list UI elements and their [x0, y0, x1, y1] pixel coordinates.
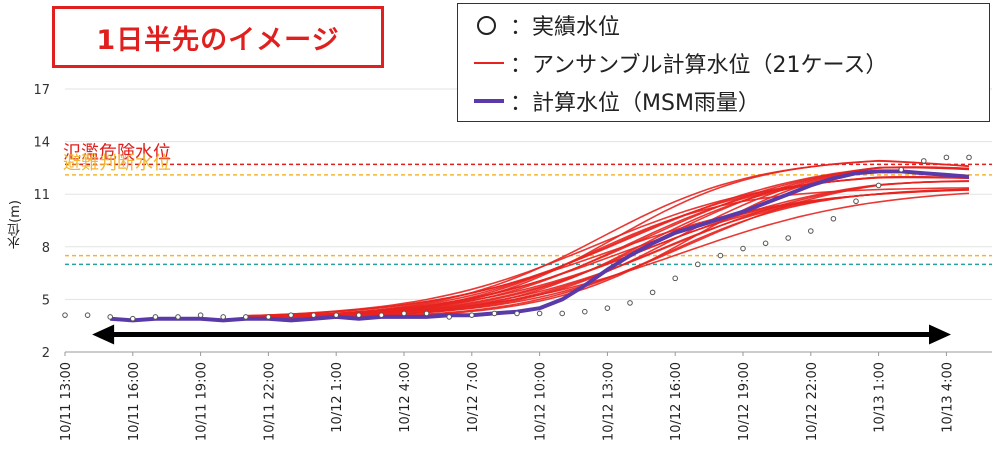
- x-tick-label: 10/11 16:00: [127, 362, 142, 441]
- x-tick-label: 10/11 22:00: [262, 362, 277, 441]
- observed-point: [446, 314, 453, 320]
- legend-msm: ：計算水位（MSM雨量）: [472, 86, 760, 116]
- observed-point: [265, 314, 272, 320]
- x-tick-label: 10/12 13:00: [601, 362, 616, 441]
- observed-point: [84, 312, 91, 318]
- x-tick-label: 10/12 22:00: [805, 362, 820, 441]
- observed-point: [582, 308, 588, 315]
- observed-point: [808, 228, 814, 234]
- ensemble-line: [245, 180, 970, 318]
- observed-point: [333, 312, 340, 318]
- x-tick-label: 10/12 16:00: [669, 362, 684, 441]
- legend-ensemble-label: ：アンサンブル計算水位（21ケース）: [510, 53, 888, 78]
- observed-point: [717, 252, 724, 259]
- observed-point: [672, 275, 679, 282]
- msm-line-icon: [472, 89, 506, 113]
- msm-line: [110, 169, 970, 323]
- y-tick-label: 14: [33, 136, 50, 151]
- observed-point: [130, 315, 136, 322]
- x-tick-label: 10/13 4:00: [940, 362, 955, 433]
- observed-point: [853, 198, 859, 205]
- observed-point: [921, 158, 927, 164]
- y-tick-label: 8: [42, 241, 50, 256]
- observed-point: [310, 312, 317, 318]
- observed-point: [356, 312, 362, 318]
- observed-point: [695, 261, 701, 268]
- ensemble-line: [245, 180, 970, 319]
- observed-point: [152, 314, 159, 320]
- observed-point: [898, 166, 905, 173]
- observed-marker-icon: [472, 13, 506, 37]
- observed-point: [220, 314, 226, 320]
- observed-point: [423, 310, 430, 317]
- legend: ：実績水位 ：アンサンブル計算水位（21ケース） ：計算水位（MSM雨量）: [457, 3, 990, 122]
- legend-ensemble: ：アンサンブル計算水位（21ケース）: [472, 48, 887, 78]
- ensemble-line: [245, 189, 970, 317]
- y-tick-label: 11: [33, 188, 50, 203]
- observed-point: [943, 154, 950, 161]
- observed-point: [830, 215, 837, 222]
- y-tick-label: 2: [42, 346, 50, 361]
- threshold-label: 避難判断水位: [63, 153, 171, 174]
- y-tick-label: 5: [42, 293, 50, 308]
- x-tick-label: 10/12 7:00: [466, 362, 481, 433]
- observed-point: [288, 312, 294, 318]
- x-tick-label: 10/11 13:00: [59, 362, 74, 441]
- observed-point: [197, 312, 204, 318]
- x-tick-label: 10/11 19:00: [195, 362, 210, 441]
- observed-point: [762, 240, 769, 247]
- x-tick-label: 10/13 1:00: [873, 362, 888, 433]
- legend-observed: ：実績水位: [472, 10, 620, 40]
- legend-msm-label: ：計算水位（MSM雨量）: [510, 91, 760, 116]
- observed-point: [604, 305, 611, 311]
- y-axis-label: 水位(m): [8, 200, 23, 249]
- ensemble-line: [245, 180, 970, 319]
- arrow-head-left: [92, 324, 115, 345]
- ensemble-line-icon: [472, 51, 506, 75]
- observed-point: [469, 312, 475, 318]
- observed-point: [514, 310, 520, 317]
- observed-point: [401, 310, 407, 317]
- observed-point: [875, 182, 882, 189]
- observed-point: [175, 314, 181, 320]
- x-tick-label: 10/12 4:00: [398, 362, 413, 433]
- observed-point: [966, 154, 972, 161]
- ensemble-line: [245, 159, 970, 319]
- observed-point: [785, 235, 792, 241]
- observed-point: [107, 314, 113, 320]
- chart-title: 1日半先のイメージ: [52, 6, 384, 68]
- x-tick-label: 10/12 1:00: [330, 362, 345, 433]
- observed-point: [740, 245, 746, 252]
- x-tick-label: 10/12 10:00: [534, 362, 549, 441]
- legend-observed-label: ：実績水位: [510, 15, 621, 40]
- arrow-head-right: [929, 324, 951, 345]
- threshold-label: 氾濫危険水位: [63, 142, 171, 163]
- observed-point: [491, 310, 498, 317]
- observed-point: [627, 300, 633, 306]
- observed-point: [243, 314, 249, 320]
- observed-point: [649, 289, 656, 296]
- y-tick-label: 17: [33, 83, 50, 98]
- ensemble-line: [245, 160, 970, 318]
- observed-point: [62, 312, 68, 318]
- observed-point: [378, 312, 385, 318]
- x-tick-label: 10/12 19:00: [737, 362, 752, 441]
- observed-point: [536, 310, 543, 317]
- observed-point: [559, 310, 566, 317]
